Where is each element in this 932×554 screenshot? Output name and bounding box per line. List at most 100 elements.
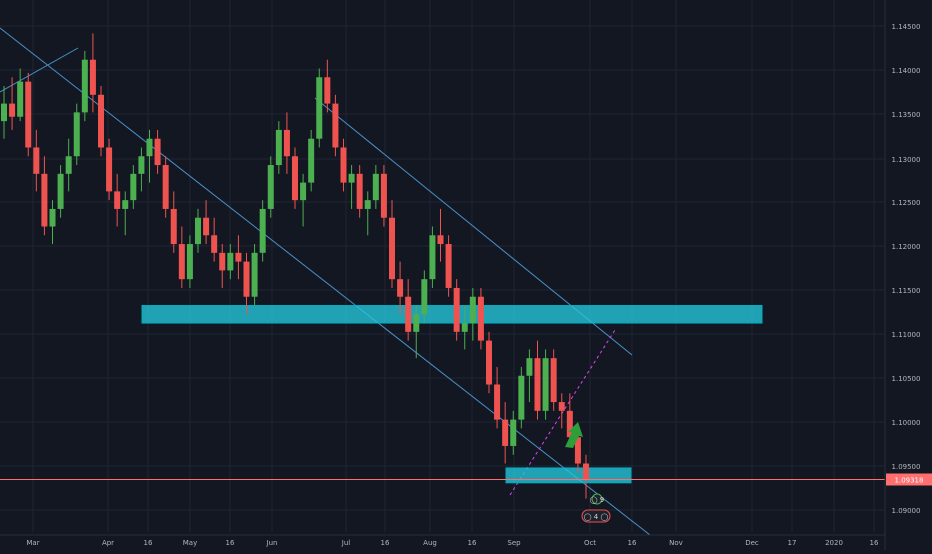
candle-body (445, 244, 452, 288)
candle-body (292, 156, 298, 201)
candle-body (41, 173, 48, 227)
badge-bottom-label: ◯ 4 ◯ (584, 513, 609, 521)
candle-body (17, 81, 24, 117)
candle-body (486, 340, 492, 385)
support-zone[interactable] (505, 467, 632, 484)
candle-body (33, 147, 40, 174)
x-tick-label: 2020 (825, 539, 843, 547)
candle-body (510, 419, 517, 446)
candle-body (170, 208, 177, 245)
candle-body (356, 173, 363, 209)
candle-body (195, 217, 201, 245)
x-tick-label: Oct (584, 539, 596, 547)
x-tick-label: Jun (266, 539, 278, 547)
candle-body (405, 296, 412, 332)
y-tick-label: 1.09000 (892, 507, 921, 515)
candle-body (300, 182, 307, 201)
candle-body (81, 59, 88, 113)
candle-body (469, 296, 476, 324)
x-tick-label: Nov (669, 539, 683, 547)
y-tick-label: 1.11500 (892, 287, 921, 295)
x-tick-label: 17 (788, 539, 797, 547)
x-tick-label: Aug (423, 539, 437, 547)
candle-body (130, 173, 137, 201)
candle-body (89, 59, 96, 95)
y-tick-label: 1.11000 (892, 331, 921, 339)
candle-body (502, 419, 509, 446)
x-tick-label: 16 (144, 539, 153, 547)
candle-body (267, 165, 274, 209)
candle-body (162, 165, 169, 209)
last-price-label: 1.09318 (895, 477, 924, 485)
y-tick-label: 1.14000 (892, 67, 921, 75)
y-tick-label: 1.14500 (892, 23, 921, 31)
time-axis[interactable]: Mar Apr 16 May 16 Jun Jul 16 Aug 16 Sep Oct 16 Nov Dec… (0, 534, 885, 547)
candle-body (518, 375, 525, 420)
candle-body (146, 138, 153, 157)
x-tick-label: Dec (745, 539, 759, 547)
candle-body (583, 463, 589, 480)
candle-body (574, 437, 581, 464)
candle-body (364, 200, 371, 209)
candle-body (203, 217, 210, 236)
y-tick-label: 1.12000 (892, 243, 921, 251)
candle-body (219, 252, 226, 271)
candle-body (494, 384, 501, 420)
candle-body (453, 287, 460, 332)
candle-body (413, 314, 420, 332)
x-tick-label: 16 (468, 539, 477, 547)
candle-body (211, 235, 218, 253)
candle-body (57, 173, 64, 209)
candle-body (154, 138, 161, 166)
badge-top-label: ◯ 9 (590, 496, 605, 504)
y-tick-label: 1.12500 (892, 199, 921, 207)
candle-body (461, 323, 468, 332)
candle-body (389, 217, 395, 280)
candle-body (308, 138, 315, 183)
price-axis[interactable]: 1.14500 1.14000 1.13500 1.13000 1.12500 1.120… (884, 0, 921, 550)
candle-body (227, 252, 234, 271)
overlays[interactable]: 1.09318 ◯ 9 ◯ 4 ◯ (0, 422, 932, 523)
candle-body (114, 191, 121, 209)
trendline-lower-channel[interactable] (0, 27, 651, 536)
x-tick-label: Apr (102, 539, 114, 547)
x-tick-label: 16 (628, 539, 637, 547)
candle-body (259, 208, 266, 253)
candle-body (49, 208, 56, 227)
resistance-zone[interactable] (141, 305, 763, 324)
candle-body (380, 173, 387, 218)
candle-body (251, 252, 258, 297)
candle-body (235, 252, 242, 262)
candle-body (566, 410, 573, 438)
candle-body (106, 147, 113, 192)
candle-body (9, 103, 16, 117)
badge-icon[interactable] (591, 493, 603, 505)
candle-body (421, 279, 428, 315)
candle-body (526, 358, 533, 376)
trendline-short[interactable] (0, 47, 79, 93)
candle-body (397, 279, 404, 297)
y-tick-label: 1.09500 (892, 463, 921, 471)
arrow-up-icon (565, 422, 583, 448)
candle-body (138, 156, 145, 174)
candle-body (332, 103, 339, 148)
candle-body (98, 94, 104, 148)
x-tick-label: 16 (870, 539, 879, 547)
candle-body (275, 129, 282, 166)
candle-body (534, 358, 541, 411)
candle-body (324, 77, 331, 104)
x-tick-label: 16 (381, 539, 390, 547)
y-tick-label: 1.10000 (892, 419, 921, 427)
candle-body (243, 261, 250, 297)
candle-body (316, 77, 323, 139)
candle-body (477, 296, 484, 341)
candle-body (122, 200, 129, 209)
badge-pill-icon[interactable] (581, 509, 611, 523)
candle-body (372, 173, 379, 201)
candle-body (550, 358, 557, 403)
candle-body (542, 358, 549, 411)
candle-body (283, 129, 290, 157)
